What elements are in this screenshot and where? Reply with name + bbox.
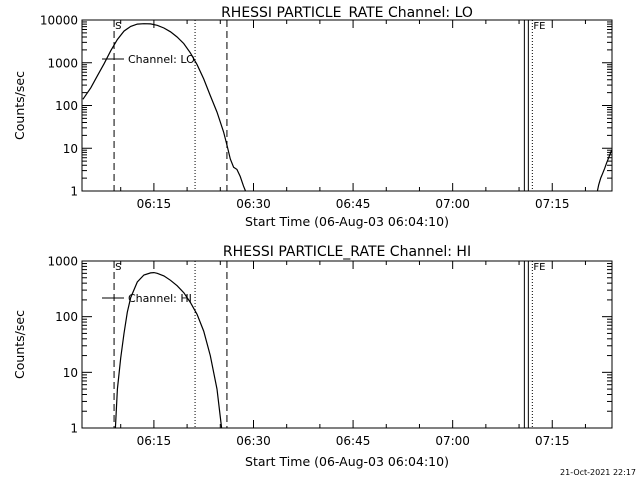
- panel-1-x-axis-label: Start Time (06-Aug-03 06:04:10): [245, 214, 449, 229]
- panel-2-y-axis-label: Counts/sec: [12, 310, 27, 379]
- panel-2-event-marker-label: FE: [533, 262, 545, 273]
- panel-1-x-tick-label: 06:30: [236, 197, 271, 211]
- panel-2-x-tick-label: 06:45: [336, 434, 371, 448]
- panel-1-x-tick-label: 06:45: [336, 197, 371, 211]
- panel-2-event-marker-label: S: [115, 262, 121, 273]
- panel-1-x-tick-label: 07:00: [435, 197, 470, 211]
- panel-1-series-line-2: [596, 149, 613, 192]
- panel-2-y-tick-label: 1000: [47, 255, 78, 269]
- panel-2-plot-frame: [81, 260, 613, 429]
- panel-1-legend-label: Channel: LO: [128, 53, 195, 66]
- panel-1-series-line-1: [82, 23, 247, 192]
- panel-2-x-tick-label: 06:15: [137, 434, 172, 448]
- panel-1-y-tick-label: 100: [55, 99, 78, 113]
- panel-2-x-tick-label: 06:30: [236, 434, 271, 448]
- panel-2-series-line-1: [114, 271, 223, 429]
- panel-1-x-tick-label: 06:15: [137, 197, 172, 211]
- panel-2-y-tick-label: 1: [70, 422, 78, 436]
- panel-1-event-marker-label: S: [115, 21, 121, 32]
- panel-1-chart-title: RHESSI PARTICLE_RATE Channel: LO: [221, 5, 473, 21]
- panel-2-x-tick-label: 07:15: [535, 434, 570, 448]
- render-timestamp: 21-Oct-2021 22:17: [560, 468, 636, 477]
- panel-2-chart-title: RHESSI PARTICLE_RATE Channel: HI: [223, 244, 471, 260]
- panel-2-legend-label: Channel: HI: [128, 292, 192, 305]
- panel-2-x-axis-label: Start Time (06-Aug-03 06:04:10): [245, 454, 449, 469]
- panel-1-plot-frame: [81, 19, 613, 192]
- panel-2-y-tick-label: 10: [63, 366, 78, 380]
- panel-1-event-marker-label: FE: [533, 21, 545, 32]
- panel-1-y-tick-label: 10: [63, 142, 78, 156]
- panel-2-y-tick-label: 100: [55, 310, 78, 324]
- panel-1-y-tick-label: 1000: [47, 56, 78, 70]
- panel-2-x-tick-label: 07:00: [435, 434, 470, 448]
- panel-1-y-tick-label: 10000: [40, 14, 78, 28]
- panel-1-x-tick-label: 07:15: [535, 197, 570, 211]
- panel-1-y-tick-label: 1: [70, 185, 78, 199]
- panel-1-y-axis-label: Counts/sec: [12, 71, 27, 140]
